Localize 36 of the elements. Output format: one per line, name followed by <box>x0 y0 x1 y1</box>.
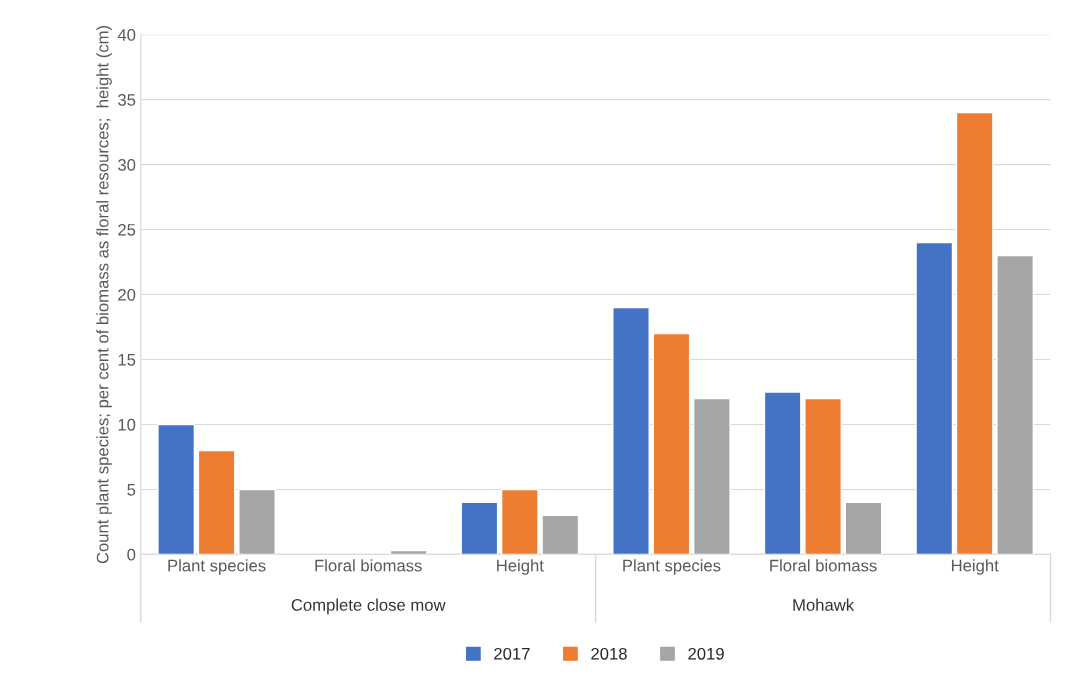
bar <box>238 488 276 555</box>
bar <box>763 391 802 555</box>
bar <box>844 501 883 555</box>
y-tick-label: 20 <box>118 288 136 301</box>
x-tick-label: Height <box>497 559 544 575</box>
x-tick-label: Floral biomass <box>315 559 422 572</box>
y-tick-label: 0 <box>127 548 136 561</box>
bar <box>652 332 691 555</box>
bar <box>996 254 1035 555</box>
y-tick-label: 30 <box>118 158 136 171</box>
x-tick-label: Floral biomass <box>770 559 877 572</box>
bar <box>500 488 539 555</box>
bar <box>693 397 731 555</box>
text: Mohawk <box>793 598 855 611</box>
legend-label: 2018 <box>591 647 627 660</box>
x-tick-label: Plant species <box>623 559 721 575</box>
x-tick-label: Plant species <box>168 559 266 575</box>
bar <box>157 423 196 555</box>
bar <box>804 397 842 555</box>
y-tick-label: 5 <box>127 484 136 496</box>
bar <box>612 306 650 555</box>
y-tick-label: 40 <box>117 29 136 41</box>
y-tick-label: 35 <box>118 94 136 106</box>
legend-label: 2019 <box>688 647 724 660</box>
y-tick-label: 15 <box>118 354 136 366</box>
text: Complete close mow <box>291 598 446 615</box>
y-tick-label: 25 <box>118 223 136 236</box>
bar <box>460 501 499 555</box>
y-tick-label: 10 <box>118 418 136 431</box>
bar <box>915 241 954 555</box>
y-axis-title: Count plant species; per cent of biomass as floral resources; height (cm) <box>96 25 112 564</box>
bar <box>197 449 236 555</box>
bar <box>541 514 580 555</box>
legend-label: 2017 <box>494 647 530 660</box>
x-tick-label: Height <box>951 559 999 575</box>
bar <box>955 111 994 555</box>
